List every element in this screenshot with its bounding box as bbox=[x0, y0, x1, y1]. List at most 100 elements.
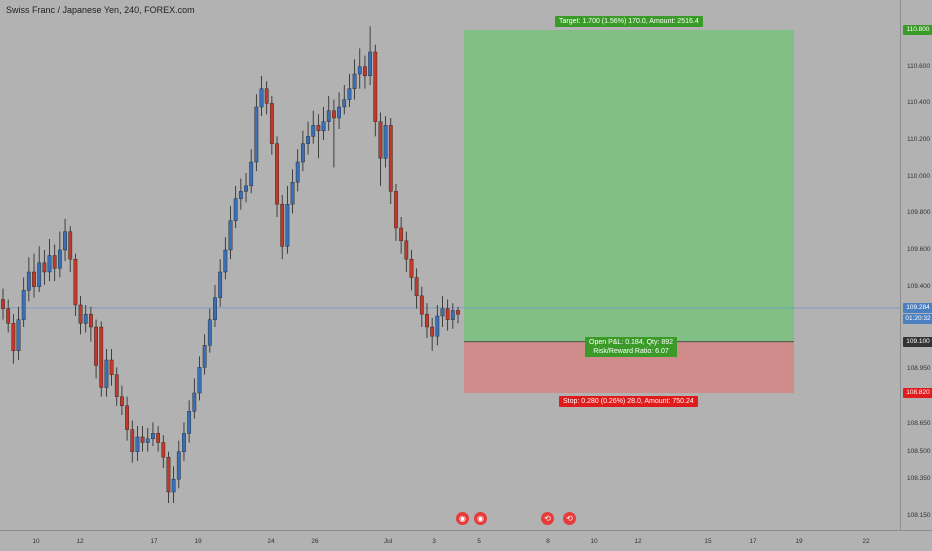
candle-body bbox=[399, 227, 404, 242]
candle-body bbox=[161, 442, 166, 458]
candle-body bbox=[37, 262, 42, 287]
price-tick: 109.800 bbox=[907, 209, 931, 217]
candle-body bbox=[63, 231, 67, 251]
candle-body bbox=[47, 255, 52, 273]
time-tick: 12 bbox=[634, 538, 642, 545]
candle-body bbox=[88, 313, 93, 328]
candle-body bbox=[192, 392, 197, 412]
candle-body bbox=[182, 433, 186, 452]
candle-body bbox=[269, 103, 274, 144]
candle-body bbox=[125, 405, 129, 430]
time-tick: 12 bbox=[76, 538, 84, 545]
dividend-icon[interactable]: ◉ bbox=[474, 512, 487, 525]
price-tick: 110.400 bbox=[907, 99, 931, 107]
candle-body bbox=[114, 374, 119, 397]
price-tick: 108.500 bbox=[907, 447, 931, 455]
split-icon[interactable]: ⟲ bbox=[563, 512, 576, 525]
candle-body bbox=[244, 185, 248, 192]
chart-canvas[interactable] bbox=[0, 0, 900, 530]
candle-body bbox=[275, 143, 279, 205]
candle-body bbox=[99, 326, 104, 388]
candle-body bbox=[300, 143, 305, 163]
target-label: Target: 1.700 (1.56%) 170.0, Amount: 251… bbox=[555, 16, 703, 27]
candle-body bbox=[254, 106, 259, 163]
candle-body bbox=[430, 326, 435, 337]
candle-body bbox=[352, 73, 357, 89]
candle-body bbox=[363, 66, 367, 77]
time-axis[interactable]: 10 12 17 19 24 26 Jul 3 5 8 10 12 15 17 19 22 bbox=[0, 530, 932, 551]
candle-body bbox=[176, 451, 181, 480]
candle-body bbox=[145, 438, 150, 443]
price-tick: 110.000 bbox=[907, 172, 931, 180]
stop-price-badge: 108.820 bbox=[903, 388, 932, 398]
time-tick: 15 bbox=[704, 538, 712, 545]
candle-body bbox=[109, 359, 114, 375]
symbol-title: Swiss Franc / Japanese Yen, 240, FOREX.c… bbox=[6, 5, 195, 15]
candle-body bbox=[337, 106, 341, 119]
price-tick: 110.200 bbox=[907, 136, 931, 143]
candle-body bbox=[316, 125, 321, 132]
candle-body bbox=[32, 271, 36, 287]
candle-body bbox=[264, 88, 269, 104]
candle-body bbox=[456, 310, 460, 315]
candle-body bbox=[42, 262, 47, 273]
target-price-badge: 110.800 bbox=[903, 25, 932, 35]
time-tick: 26 bbox=[311, 538, 319, 545]
candle-body bbox=[445, 308, 450, 320]
candle-body bbox=[290, 181, 295, 205]
candle-body bbox=[409, 258, 414, 278]
price-tick: 108.150 bbox=[907, 511, 931, 519]
candle-body bbox=[11, 323, 16, 352]
entry-price-badge: 109.100 bbox=[903, 336, 932, 347]
candle-body bbox=[218, 271, 223, 298]
candle-body bbox=[388, 125, 393, 192]
candle-body bbox=[383, 125, 388, 159]
candle-body bbox=[414, 277, 419, 297]
candle-body bbox=[94, 326, 98, 366]
candle-body bbox=[156, 433, 161, 443]
candle-body bbox=[223, 249, 228, 273]
candle-body bbox=[419, 295, 424, 315]
dividend-icon[interactable]: ◉ bbox=[456, 512, 469, 525]
open-pnl-label: Open P&L: 0.184, Qty: 892 Risk/Reward Ra… bbox=[585, 337, 678, 357]
candle-body bbox=[228, 220, 233, 251]
candle-body bbox=[57, 249, 62, 269]
time-tick: 19 bbox=[795, 538, 803, 545]
price-tick: 108.350 bbox=[907, 475, 931, 483]
split-icon[interactable]: ⟲ bbox=[541, 512, 554, 525]
time-tick: 19 bbox=[194, 538, 202, 545]
price-axis[interactable]: 110.600 110.400 110.200 110.000 109.800 109.6… bbox=[900, 0, 932, 530]
candle-body bbox=[16, 319, 21, 352]
time-tick: 3 bbox=[432, 538, 436, 545]
candle-body bbox=[306, 136, 310, 144]
candle-body bbox=[321, 121, 326, 132]
candle-body bbox=[259, 88, 264, 108]
candle-body bbox=[394, 191, 398, 229]
candle-body bbox=[285, 203, 290, 247]
candle-body bbox=[26, 271, 31, 291]
chart-area[interactable]: Swiss Franc / Japanese Yen, 240, FOREX.c… bbox=[0, 0, 900, 530]
candle-body bbox=[357, 66, 362, 75]
candle-body bbox=[326, 110, 331, 122]
candle-body bbox=[332, 110, 336, 119]
candle-body bbox=[6, 308, 11, 324]
candle-body bbox=[280, 203, 285, 247]
candle-body bbox=[171, 478, 176, 493]
candle-body bbox=[187, 411, 192, 434]
price-tick: 110.600 bbox=[907, 62, 931, 70]
time-tick: Jul bbox=[383, 538, 393, 545]
time-tick: 22 bbox=[862, 538, 870, 545]
candle-body bbox=[311, 125, 316, 137]
candle-body bbox=[440, 308, 445, 317]
candle-body bbox=[135, 436, 140, 452]
price-tick: 109.400 bbox=[907, 282, 931, 290]
time-tick: 17 bbox=[150, 538, 158, 545]
candle-body bbox=[342, 99, 347, 108]
candle-body bbox=[233, 198, 238, 221]
candle-body bbox=[78, 304, 83, 324]
candle-body bbox=[130, 429, 135, 452]
candle-body bbox=[373, 51, 378, 122]
price-tick: 109.600 bbox=[907, 246, 931, 253]
candle-body bbox=[68, 231, 73, 260]
time-tick: 17 bbox=[749, 538, 757, 545]
